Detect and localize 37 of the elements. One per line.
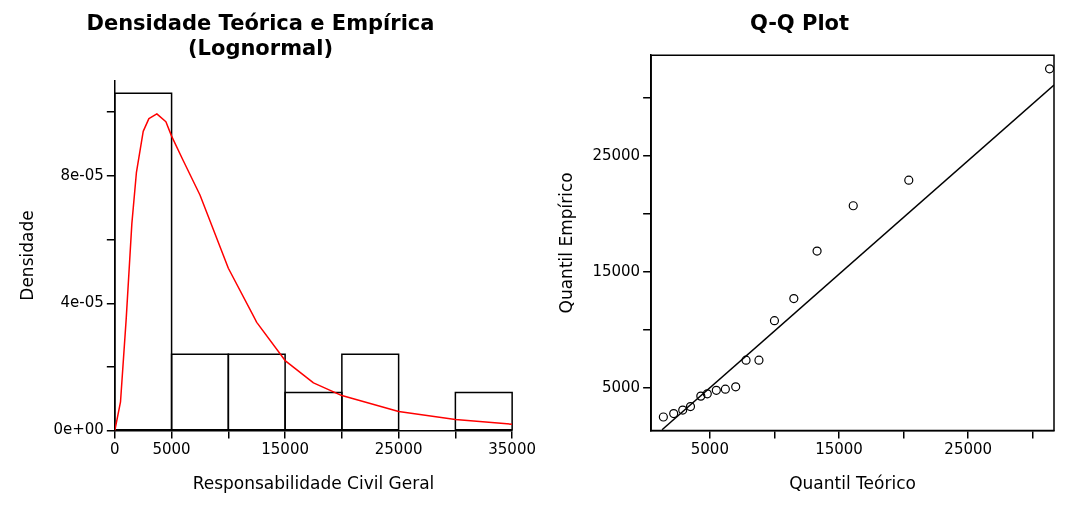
chart-title: Q-Q Plot [749,11,850,36]
point [731,382,741,392]
y-tick-label: 5000 [601,377,641,396]
y-tick-label: 8e-05 [60,165,104,184]
point [904,175,914,185]
y-tick-label: 4e-05 [60,293,104,312]
x-axis-title: Quantil Teórico [789,473,916,494]
x-tick-label: 5000 [690,440,729,459]
y-axis-title: Densidade [16,210,37,301]
x-tick-label: 25000 [944,440,993,459]
point [669,408,679,419]
point [685,401,696,412]
point [741,355,751,365]
point [812,246,822,256]
x-tick-label: 25000 [374,440,423,459]
point [769,316,780,326]
point [789,294,799,304]
y-axis-title: Quantil Empírico [555,172,576,314]
x-tick-label: 15000 [815,440,863,459]
point [702,389,712,399]
x-tick-label: 15000 [261,440,309,459]
point [696,391,706,401]
point [720,384,730,394]
y-tick-label: 15000 [592,261,641,280]
x-tick-label: 5000 [152,440,191,459]
point [711,385,721,395]
point [848,201,858,211]
y-tick-label: 0e+00 [53,420,104,439]
x-axis-title: Responsabilidade Civil Geral [192,473,435,494]
point [1044,64,1054,74]
y-tick-label: 25000 [592,145,641,164]
point [658,412,668,422]
chart-title: Densidade Teórica e Empírica (Lognormal) [86,11,435,61]
x-tick-label: 35000 [488,440,536,459]
point [678,405,688,415]
x-tick-label: 0 [110,440,120,459]
point [754,355,764,365]
